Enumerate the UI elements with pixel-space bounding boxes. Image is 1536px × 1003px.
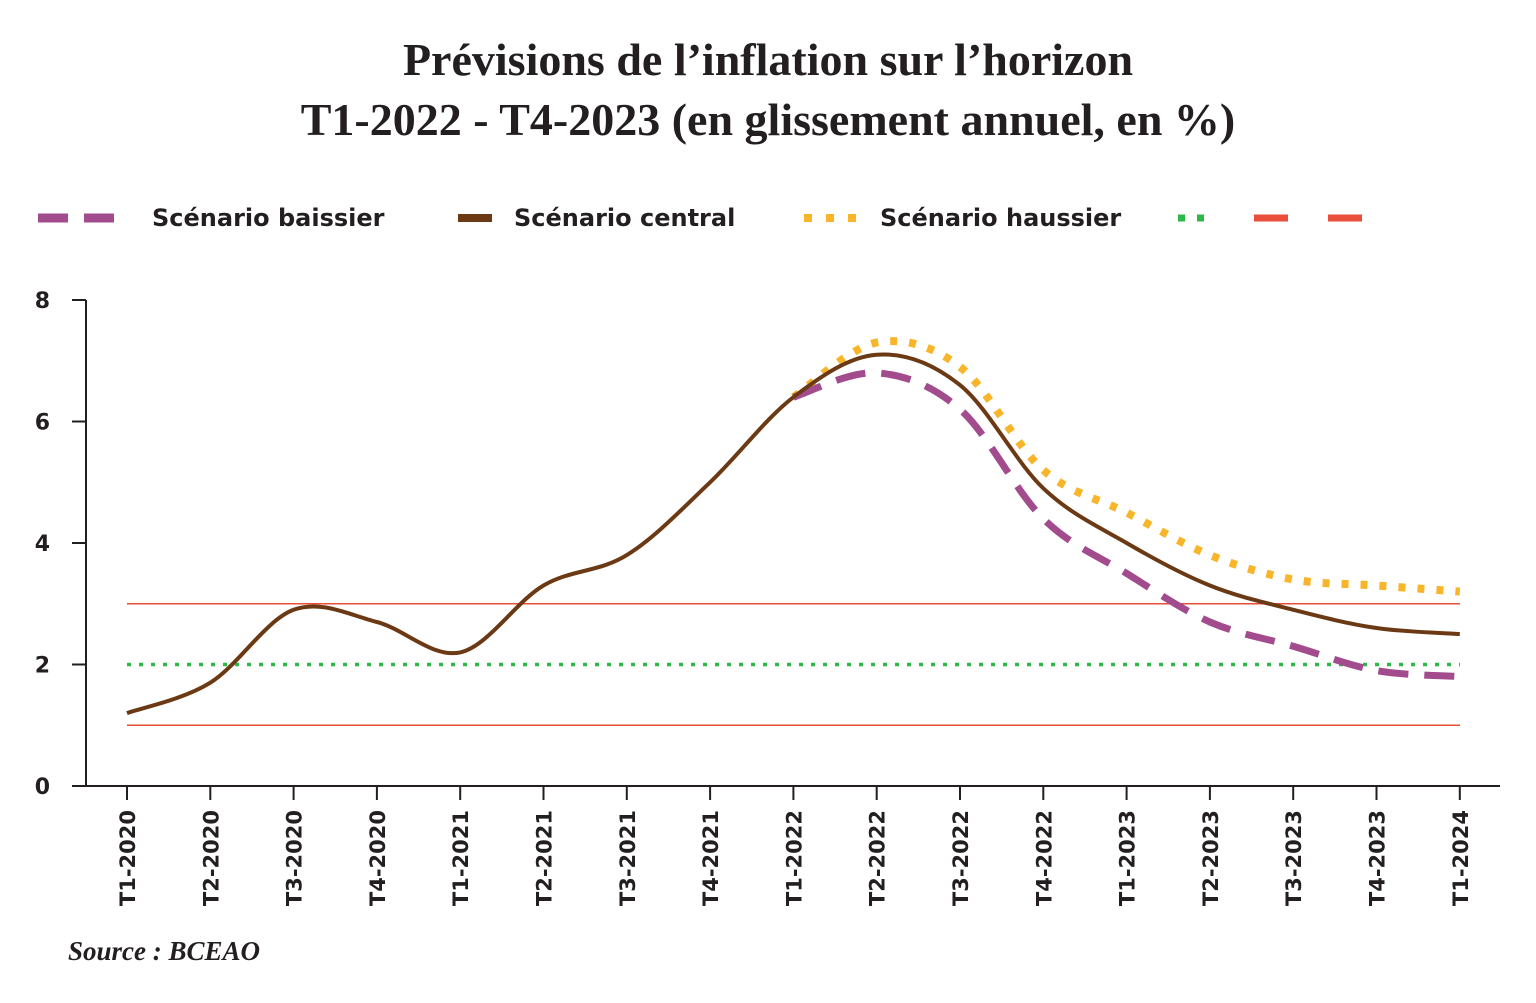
y-tick-label-3: 6 — [35, 411, 50, 436]
x-tick-label-13: T2-2023 — [1199, 810, 1223, 906]
legend-label-haussier: Scénario haussier — [880, 204, 1122, 232]
x-tick-label-5: T2-2021 — [533, 810, 557, 906]
legend-swatch-red-dashed — [1254, 214, 1362, 222]
legend-swatch-green-dotted — [1178, 214, 1214, 222]
y-tick-label-1: 2 — [35, 654, 50, 679]
x-tick-label-7: T4-2021 — [699, 810, 723, 906]
legend-label-central: Scénario central — [514, 204, 736, 232]
legend-item-central: Scénario central — [456, 196, 735, 240]
series-line-sc-nario-baissier — [792, 369, 1461, 681]
y-tick-label-0: 0 — [35, 775, 50, 800]
legend-item-baissier: Scénario baissier — [36, 196, 385, 240]
x-tick-label-15: T4-2023 — [1366, 810, 1390, 906]
x-tick-label-11: T4-2022 — [1032, 810, 1056, 906]
x-tick-label-12: T1-2023 — [1116, 810, 1140, 906]
x-tick-label-14: T3-2023 — [1282, 810, 1306, 906]
x-tick-label-2: T3-2020 — [283, 810, 307, 906]
legend-swatch-central — [458, 214, 492, 222]
legend-label-baissier: Scénario baissier — [152, 204, 385, 232]
x-tick-label-1: T2-2020 — [199, 810, 223, 906]
chart-title-line1: Prévisions de l’inflation sur l’horizon — [402, 34, 1134, 85]
chart-title: Prévisions de l’inflation sur l’horizon … — [0, 30, 1536, 150]
series-line-sc-nario-haussier — [791, 337, 1461, 596]
x-tick-label-6: T3-2021 — [616, 810, 640, 906]
source-note: Source : BCEAO — [68, 936, 261, 966]
legend-item-green-dotted — [1176, 196, 1236, 240]
legend-swatch-baissier — [38, 213, 130, 223]
legend-swatch-haussier — [804, 214, 858, 222]
legend-item-red-dashed — [1252, 196, 1384, 240]
legend-item-haussier: Scénario haussier — [800, 196, 1121, 240]
chart-title-line2: T1-2022 - T4-2023 (en glissement annuel,… — [300, 94, 1236, 145]
x-tick-label-3: T4-2020 — [366, 810, 390, 906]
x-tick-label-0: T1-2020 — [116, 810, 140, 906]
y-tick-label-4: 8 — [35, 289, 50, 314]
x-tick-label-4: T1-2021 — [449, 810, 473, 906]
y-tick-label-2: 4 — [35, 532, 50, 557]
x-tick-label-10: T3-2022 — [949, 810, 973, 906]
x-tick-label-8: T1-2022 — [782, 810, 806, 906]
series-line-sc-nario-central — [126, 352, 1460, 715]
x-tick-label-9: T2-2022 — [866, 810, 890, 906]
x-tick-label-16: T1-2024 — [1449, 810, 1473, 906]
